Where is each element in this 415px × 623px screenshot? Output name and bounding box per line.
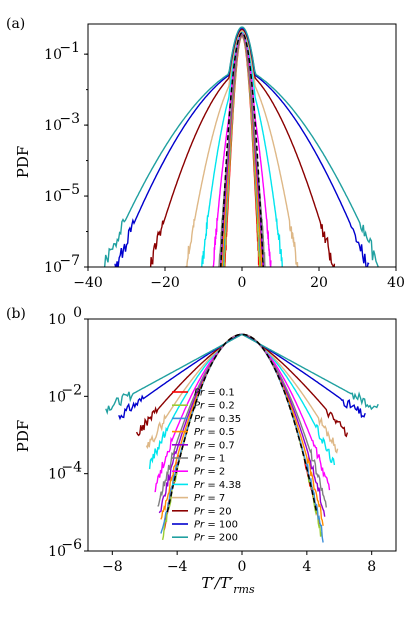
panel-b-series-pr-0_7 [158,333,326,517]
legend-pr-value: = 200 [204,533,238,544]
panel-b-x-tick-label: −4 [167,559,188,575]
legend-pr-symbol: Pr [194,520,205,531]
panel-a-y-tick-label: 10 [44,260,62,276]
panel-b-xlabel: T′/T′rms [201,574,255,596]
panel-a-y-tick-exponent: −1 [59,40,80,56]
legend-pr-symbol: Pr [194,427,205,438]
panel-b-series-pr-20 [135,333,349,438]
panel-b-x-axis: −8 −4 0 4 8 [102,551,376,575]
legend-pr-symbol: Pr [194,388,205,399]
legend-entry: Pr = 0.35 [194,414,241,425]
legend-entry: Pr = 2 [194,467,225,478]
legend-pr-symbol: Pr [194,401,205,412]
panel-b-xlabel-sub: rms [233,583,255,596]
panel-b-series-pr-7 [145,333,339,454]
panel-b-y-axis: 10−610−410−210 0 [48,305,88,560]
panel-a-ylabel: PDF [14,146,32,179]
legend-entry: Pr = 7 [194,493,225,504]
legend-entry: Pr = 1 [194,454,225,465]
panel-a-x-tick-label: 20 [310,275,328,291]
panel-b-label: (b) [6,306,26,322]
legend-pr-symbol: Pr [194,454,205,465]
legend-pr-value: = 7 [204,493,225,504]
legend-pr-symbol: Pr [194,440,205,451]
legend-pr-value: = 0.35 [204,414,241,425]
panel-a-plot-area [103,26,379,267]
legend-pr-value: = 0.5 [204,427,235,438]
panel-b-gaussian-reference [166,333,318,513]
panel-a-y-tick-label: 10 [44,47,62,63]
panel-b-y-tick-label: 10 [48,389,66,405]
panel-b-series-pr-2 [154,333,331,493]
panel-a-y-tick-label: 10 [44,118,62,134]
panel-a-series-pr-100 [114,27,370,267]
legend-pr-symbol: Pr [194,533,205,544]
panel-b-y-tick-exponent: −2 [61,382,82,398]
legend-entry: Pr = 20 [194,506,232,517]
panel-b-x-tick-label: 4 [302,559,311,575]
panel-b-series-pr-100 [118,333,366,421]
panel-b-y-tick-label: 10 [48,312,66,328]
legend-pr-value: = 1 [204,454,225,465]
legend-pr-value: = 100 [204,520,238,531]
panel-b-ylabel: PDF [14,420,32,453]
legend-entry: Pr = 100 [194,520,238,531]
panel-a-label: (a) [6,16,25,32]
panel-a-series-pr-2 [212,32,272,267]
panel-a-x-axis: −40 −20 0 20 40 [73,267,405,291]
legend-entry: Pr = 0.2 [194,401,235,412]
panel-b-series-pr-200 [105,333,379,415]
panel-b-frame [87,318,397,552]
panel-a-y-tick-exponent: −3 [59,111,80,127]
legend-entry: Pr = 200 [194,533,238,544]
panel-a-x-tick-label: 40 [387,275,405,291]
legend-entry: Pr = 0.1 [194,388,235,399]
panel-b-series-pr-1 [157,333,327,508]
panel-b-xlabel-main: T′/T′ [201,574,233,592]
legend-pr-symbol: Pr [194,493,205,504]
legend-entry: Pr = 4.38 [194,480,241,491]
panel-b-x-tick-label: −8 [102,559,123,575]
panel-b-y-tick-exponent: −4 [61,460,82,476]
panel-a-series-pr-20 [149,28,336,267]
panel-a-y-tick-exponent: −5 [59,182,80,198]
panel-a-y-tick-exponent: −7 [59,253,80,269]
panel-a-x-tick-label: 0 [238,275,247,291]
legend-pr-value: = 4.38 [204,480,241,491]
panel-a-x-tick-label: −40 [73,275,103,291]
legend-pr-value: = 0.7 [204,440,235,451]
panel-a-frame [87,23,397,268]
legend-pr-value: = 20 [204,506,231,517]
panel-b-x-tick-label: 8 [367,559,376,575]
panel-a-series-pr-7 [185,30,299,267]
legend-pr-value: = 0.2 [204,401,235,412]
panel-a-gaussian-reference [220,32,264,267]
legend-pr-value: = 0.1 [204,388,235,399]
legend-pr-value: = 2 [204,467,225,478]
panel-b-y-tick-exponent: −6 [61,537,82,553]
panel-a-series-pr-4_38 [201,31,283,267]
panel-b-plot-area [105,333,379,543]
panel-b-x-tick-label: 0 [238,559,247,575]
panel-b-y-tick-label: 10 [48,544,66,560]
legend-pr-symbol: Pr [194,414,205,425]
panel-a-y-axis: 10−710−510−310−1 [44,40,88,276]
panel-a: (a) PDF −40 −20 0 20 40 10−710−510−310−1 [6,16,405,291]
panel-a-y-tick-label: 10 [44,189,62,205]
legend-entry: Pr = 0.5 [194,427,235,438]
panel-b: (b) PDF −8 −4 0 4 8 10−610−410−210 0 Pr = 0.1… [6,305,397,596]
panel-a-series-pr-200 [103,26,379,267]
panel-a-x-tick-label: −20 [150,275,180,291]
legend-pr-symbol: Pr [194,467,205,478]
legend-pr-symbol: Pr [194,506,205,517]
legend-entry: Pr = 0.7 [194,440,235,451]
legend-pr-symbol: Pr [194,480,205,491]
panel-b-y-tick-label: 10 [48,467,66,483]
panel-b-y-tick-exponent: 0 [73,305,82,321]
